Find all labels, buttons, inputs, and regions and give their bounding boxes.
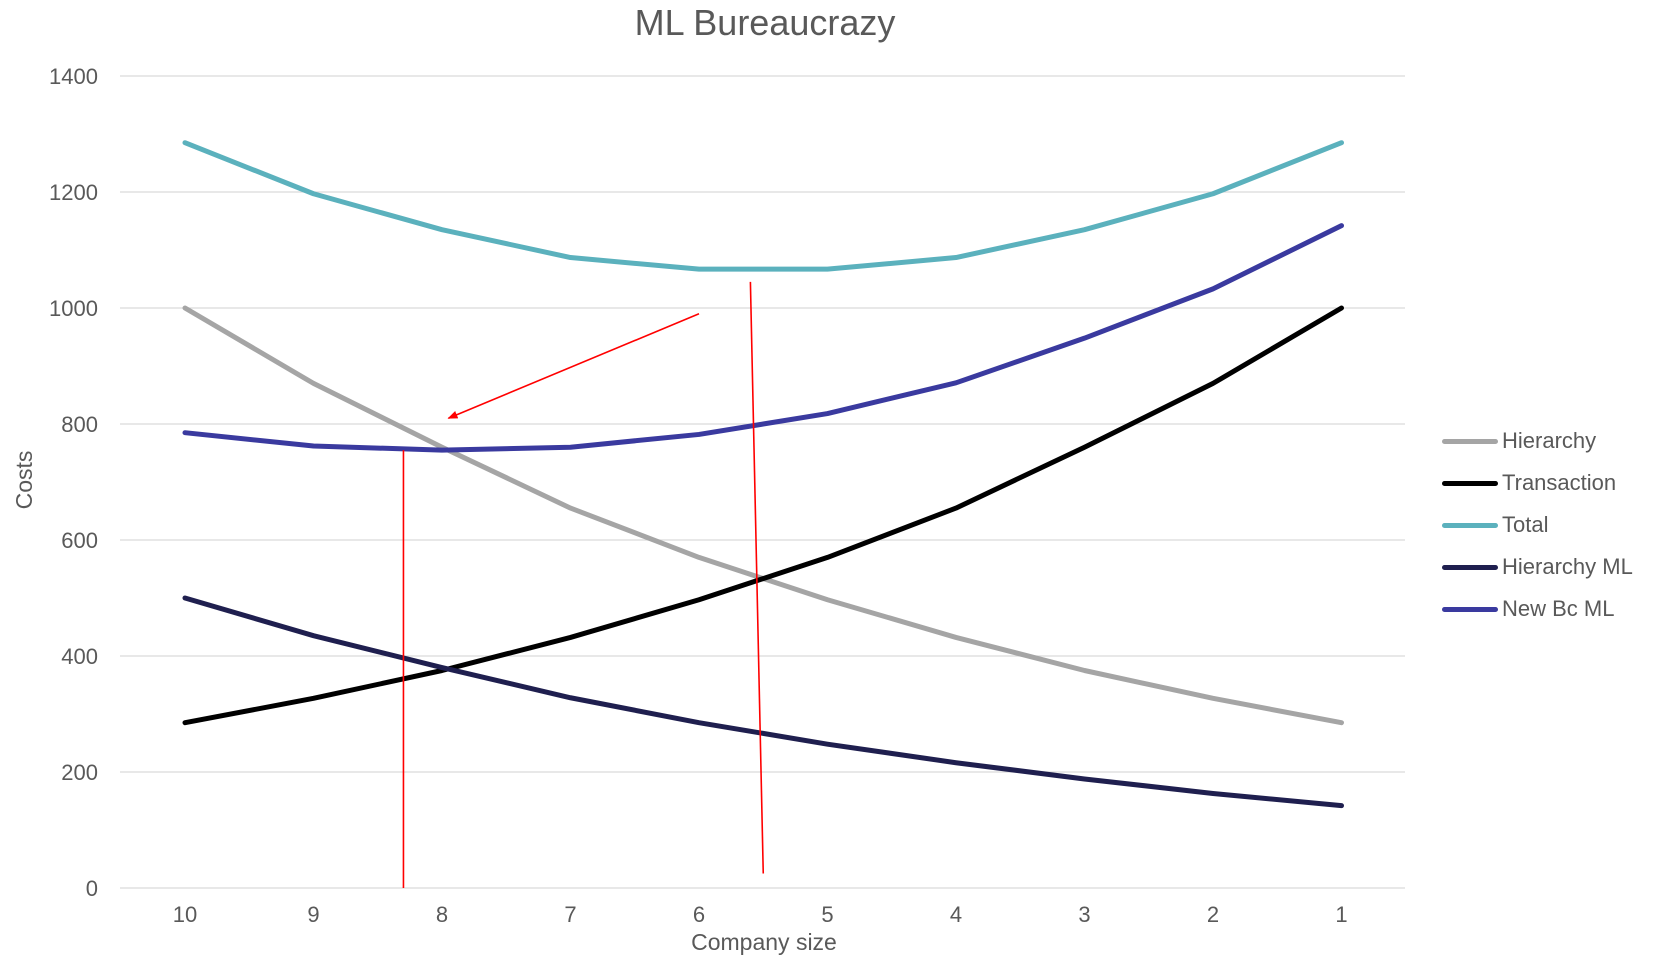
y-tick-label: 1000 [49, 296, 98, 321]
legend-swatch [1442, 522, 1498, 528]
legend-label: Transaction [1502, 470, 1617, 495]
x-tick-label: 6 [693, 902, 705, 927]
annotation-arrow [447, 313, 700, 419]
series-line-hierarchy [182, 305, 1344, 726]
x-tick-label: 7 [564, 902, 576, 927]
legend-item: New Bc ML [1442, 588, 1633, 630]
legend-label: Hierarchy [1502, 428, 1597, 453]
y-tick-label: 800 [61, 412, 98, 437]
legend-label: Hierarchy ML [1502, 554, 1633, 579]
series-line-new-bc-ml [182, 223, 1344, 453]
x-tick-label: 5 [821, 902, 833, 927]
legend-item: Hierarchy [1442, 420, 1633, 462]
legend-label: New Bc ML [1502, 596, 1615, 621]
y-axis-label: Costs [11, 451, 37, 510]
chart-title: ML Bureaucrazy [634, 2, 896, 43]
gridlines [120, 75, 1405, 889]
legend: Hierarchy Transaction Total Hierarchy ML New… [1442, 420, 1633, 630]
series-line-transaction [182, 305, 1344, 726]
y-tick-label: 1200 [49, 180, 98, 205]
x-axis-ticks: 10 9 8 7 6 5 4 3 2 1 [173, 902, 1348, 927]
series-line-total [182, 140, 1344, 272]
legend-item: Hierarchy ML [1442, 546, 1633, 588]
x-axis-label: Company size [691, 929, 837, 955]
x-tick-label: 3 [1078, 902, 1090, 927]
x-tick-label: 4 [950, 902, 962, 927]
y-tick-label: 200 [61, 760, 98, 785]
legend-item: Total [1442, 504, 1633, 546]
x-tick-label: 10 [173, 902, 197, 927]
x-tick-label: 8 [436, 902, 448, 927]
x-tick-label: 9 [307, 902, 319, 927]
annotation-line [749, 281, 765, 874]
series-lines [182, 140, 1344, 809]
legend-swatch [1442, 438, 1498, 444]
y-axis-ticks: 0 200 400 600 800 1000 1200 1400 [49, 64, 98, 901]
legend-swatch [1442, 480, 1498, 486]
x-tick-label: 2 [1207, 902, 1219, 927]
y-tick-label: 600 [61, 528, 98, 553]
legend-item: Transaction [1442, 462, 1633, 504]
legend-swatch [1442, 564, 1498, 570]
y-tick-label: 0 [86, 876, 98, 901]
x-tick-label: 1 [1335, 902, 1347, 927]
y-tick-label: 400 [61, 644, 98, 669]
series-line-hierarchy-ml [182, 595, 1344, 809]
legend-label: Total [1502, 512, 1549, 537]
legend-swatch [1442, 606, 1498, 612]
annotations [402, 281, 765, 888]
y-tick-label: 1400 [49, 64, 98, 89]
